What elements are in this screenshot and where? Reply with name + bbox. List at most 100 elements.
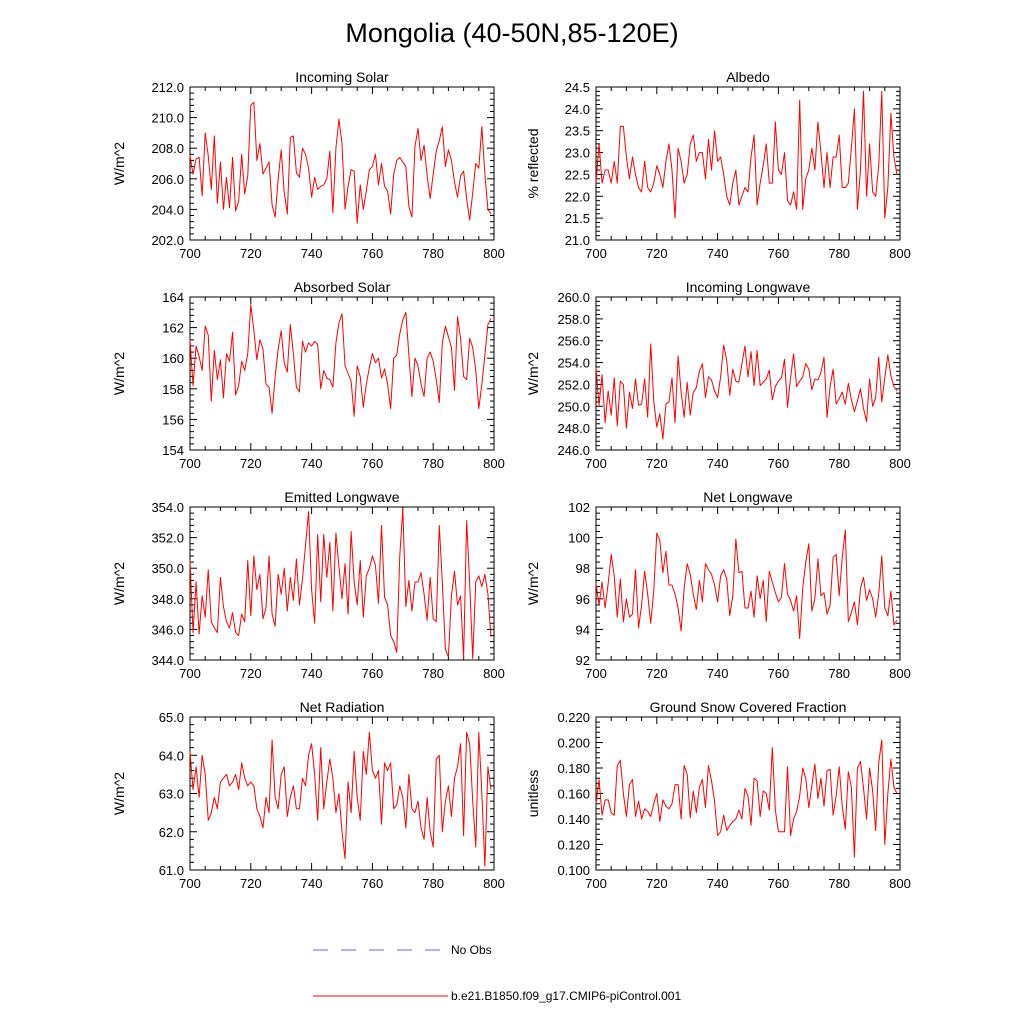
- y-tick-label: 160: [162, 351, 184, 366]
- y-tick-label: 258.0: [557, 312, 590, 327]
- y-tick-label: 154: [162, 443, 184, 458]
- x-tick-label: 780: [422, 456, 444, 471]
- x-tick-label: 800: [889, 246, 911, 261]
- x-tick-label: 760: [362, 666, 384, 681]
- y-tick-label: 22.0: [565, 189, 590, 204]
- y-tick-label: 21.5: [565, 211, 590, 226]
- y-tick-label: 100: [568, 531, 590, 546]
- panel-title: Albedo: [726, 69, 770, 85]
- y-tick-label: 63.0: [159, 787, 184, 802]
- series-line-model: [189, 731, 492, 867]
- y-tick-label: 246.0: [557, 443, 590, 458]
- x-tick-label: 700: [179, 876, 201, 891]
- y-tick-label: 23.0: [565, 146, 590, 161]
- x-tick-label: 780: [422, 666, 444, 681]
- y-tick-label: 346.0: [151, 622, 184, 637]
- panel-title: Emitted Longwave: [284, 489, 399, 505]
- panel-title: Incoming Solar: [295, 69, 389, 85]
- x-tick-label: 720: [646, 456, 668, 471]
- x-tick-label: 700: [585, 876, 607, 891]
- y-tick-label: 210.0: [151, 111, 184, 126]
- x-tick-label: 800: [483, 246, 505, 261]
- y-tick-label: 0.140: [557, 812, 590, 827]
- panel-title: Incoming Longwave: [686, 279, 811, 295]
- y-tick-label: 164: [162, 290, 184, 305]
- y-axis-label: W/m^2: [111, 142, 127, 185]
- x-tick-label: 760: [768, 456, 790, 471]
- x-tick-label: 740: [707, 876, 729, 891]
- x-tick-label: 700: [179, 456, 201, 471]
- panel-net-longwave: Net Longwave 700 720 740 760 780 800 92 94 96 98 10…: [525, 489, 911, 681]
- x-tick-label: 760: [362, 246, 384, 261]
- y-tick-label: 0.160: [557, 787, 590, 802]
- y-tick-label: 344.0: [151, 653, 184, 668]
- y-tick-label: 348.0: [151, 592, 184, 607]
- x-tick-label: 720: [240, 666, 262, 681]
- panel-ground-snow-covered-fraction: Ground Snow Covered Fraction 700 720 740 760…: [525, 699, 911, 891]
- series-line-model: [595, 529, 898, 640]
- y-tick-label: 98: [576, 561, 590, 576]
- legend-label-model: b.e21.B1850.f09_g17.CMIP6-piControl.001: [451, 989, 681, 1003]
- panel-net-radiation: Net Radiation 700 720 740 760 780 800 61.0 62.0 6…: [111, 699, 505, 891]
- plot-frame: [595, 506, 901, 661]
- y-tick-label: 0.220: [557, 710, 590, 725]
- y-tick-label: 256.0: [557, 334, 590, 349]
- series-line-model: [189, 101, 492, 224]
- y-tick-label: 0.120: [557, 838, 590, 853]
- y-axis-label: W/m^2: [111, 772, 127, 815]
- x-tick-label: 700: [585, 246, 607, 261]
- panel-emitted-longwave: Emitted Longwave 700 720 740 760 780 800 344.0 3…: [111, 489, 505, 681]
- x-tick-label: 800: [889, 456, 911, 471]
- y-tick-label: 354.0: [151, 500, 184, 515]
- plot-frame: [189, 716, 495, 871]
- figure-title: Mongolia (40-50N,85-120E): [345, 18, 678, 48]
- panel-albedo: Albedo 700 720 740 760 780 800 21.0 21.5 22.0 22.5…: [525, 69, 911, 261]
- x-tick-label: 740: [301, 456, 323, 471]
- x-tick-label: 760: [362, 456, 384, 471]
- series-line-model: [595, 739, 898, 858]
- x-tick-label: 740: [301, 246, 323, 261]
- x-tick-label: 780: [828, 456, 850, 471]
- y-tick-label: 202.0: [151, 233, 184, 248]
- y-axis-label: W/m^2: [525, 562, 541, 605]
- y-tick-label: 92: [576, 653, 590, 668]
- series-line-model: [189, 508, 492, 659]
- x-tick-label: 720: [646, 246, 668, 261]
- y-tick-label: 96: [576, 592, 590, 607]
- y-axis-label: W/m^2: [525, 352, 541, 395]
- y-tick-label: 156: [162, 412, 184, 427]
- x-tick-label: 740: [301, 876, 323, 891]
- y-tick-label: 94: [576, 622, 590, 637]
- y-tick-label: 24.0: [565, 102, 590, 117]
- y-axis-label: W/m^2: [111, 562, 127, 605]
- y-tick-label: 208.0: [151, 141, 184, 156]
- x-tick-label: 740: [301, 666, 323, 681]
- y-tick-label: 61.0: [159, 863, 184, 878]
- plot-frame: [189, 86, 495, 241]
- y-tick-label: 158: [162, 382, 184, 397]
- x-tick-label: 800: [889, 876, 911, 891]
- y-tick-label: 352.0: [151, 531, 184, 546]
- series-line-model: [595, 343, 898, 440]
- x-tick-label: 700: [179, 246, 201, 261]
- y-tick-label: 64.0: [159, 748, 184, 763]
- legend-label-no-obs: No Obs: [451, 943, 492, 957]
- x-tick-label: 700: [585, 666, 607, 681]
- x-tick-label: 760: [362, 876, 384, 891]
- y-tick-label: 248.0: [557, 421, 590, 436]
- y-tick-label: 0.100: [557, 863, 590, 878]
- x-tick-label: 800: [483, 876, 505, 891]
- x-tick-label: 740: [707, 666, 729, 681]
- x-tick-label: 700: [585, 456, 607, 471]
- y-tick-label: 260.0: [557, 290, 590, 305]
- x-tick-label: 760: [768, 666, 790, 681]
- y-tick-label: 21.0: [565, 233, 590, 248]
- y-tick-label: 102: [568, 500, 590, 515]
- y-axis-label: unitless: [525, 770, 541, 817]
- y-tick-label: 254.0: [557, 356, 590, 371]
- y-tick-label: 0.200: [557, 736, 590, 751]
- panel-title: Absorbed Solar: [294, 279, 391, 295]
- y-tick-label: 206.0: [151, 172, 184, 187]
- y-tick-label: 250.0: [557, 399, 590, 414]
